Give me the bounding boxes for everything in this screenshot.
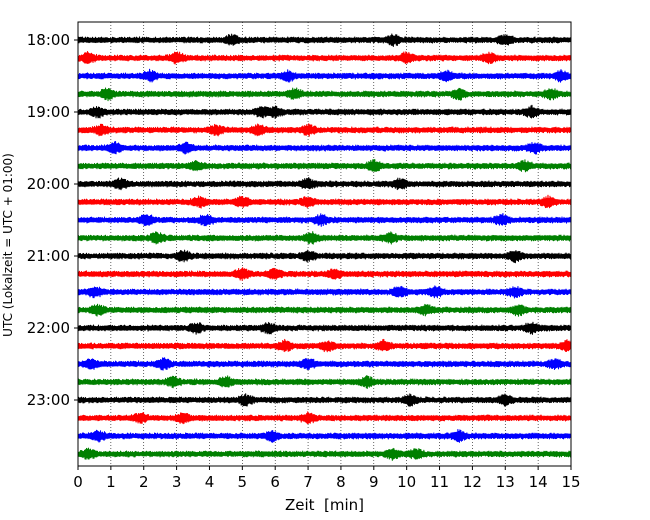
y-axis-ticks: 18:00 19:00 20:00 21:00 22:00 23:00 (27, 31, 78, 409)
x-tick-label: 8 (336, 473, 346, 491)
x-tick-label: 2 (139, 473, 149, 491)
seismic-trace (77, 249, 572, 264)
x-tick-label: 15 (561, 473, 580, 491)
seismic-trace (77, 123, 572, 137)
seismic-trace (77, 68, 572, 83)
seismic-trace (77, 87, 572, 102)
seismic-trace (77, 393, 572, 407)
seismic-trace (77, 338, 572, 353)
seismic-trace (77, 141, 572, 155)
x-tick-label: 1 (106, 473, 116, 491)
vertical-grid (110, 22, 539, 466)
seismic-trace (77, 357, 572, 371)
y-axis-label: UTC (Lokalzeit = UTC + 01:00) (1, 153, 15, 337)
x-tick-label: 13 (496, 473, 515, 491)
seismic-trace (77, 285, 572, 299)
seismic-trace (77, 231, 572, 245)
x-tick-label: 3 (172, 473, 182, 491)
seismic-trace (77, 213, 572, 227)
seismic-trace (77, 267, 572, 281)
x-tick-label: 5 (238, 473, 248, 491)
seismic-traces (77, 33, 572, 461)
x-tick-label: 9 (369, 473, 379, 491)
x-tick-label: 10 (397, 473, 416, 491)
seismic-trace (77, 176, 572, 191)
seismic-trace (77, 194, 572, 209)
x-tick-label: 14 (529, 473, 548, 491)
x-tick-label: 0 (73, 473, 83, 491)
y-tick-label: 22:00 (27, 319, 70, 337)
x-tick-label: 6 (270, 473, 280, 491)
seismic-trace (77, 375, 572, 389)
y-tick-label: 19:00 (27, 103, 70, 121)
x-tick-label: 4 (205, 473, 215, 491)
seismic-trace (77, 411, 572, 425)
seismic-trace (77, 50, 572, 65)
x-axis-ticks: 0 1 2 3 4 5 6 7 8 9 10 11 12 13 14 15 (73, 466, 581, 491)
seismic-trace (77, 33, 572, 47)
y-tick-label: 23:00 (27, 391, 70, 409)
x-tick-label: 7 (303, 473, 313, 491)
plot-area-frame (77, 21, 572, 467)
x-tick-label: 11 (430, 473, 449, 491)
seismic-trace (77, 429, 572, 444)
seismic-trace (77, 303, 572, 317)
y-tick-label: 21:00 (27, 247, 70, 265)
x-tick-label: 12 (463, 473, 482, 491)
seismic-trace (77, 159, 572, 173)
y-tick-label: 18:00 (27, 31, 70, 49)
seismic-trace (77, 104, 572, 120)
y-tick-label: 20:00 (27, 175, 70, 193)
x-axis-label: Zeit [min] (285, 496, 364, 514)
seismic-trace (77, 321, 572, 335)
seismic-trace (77, 447, 572, 461)
